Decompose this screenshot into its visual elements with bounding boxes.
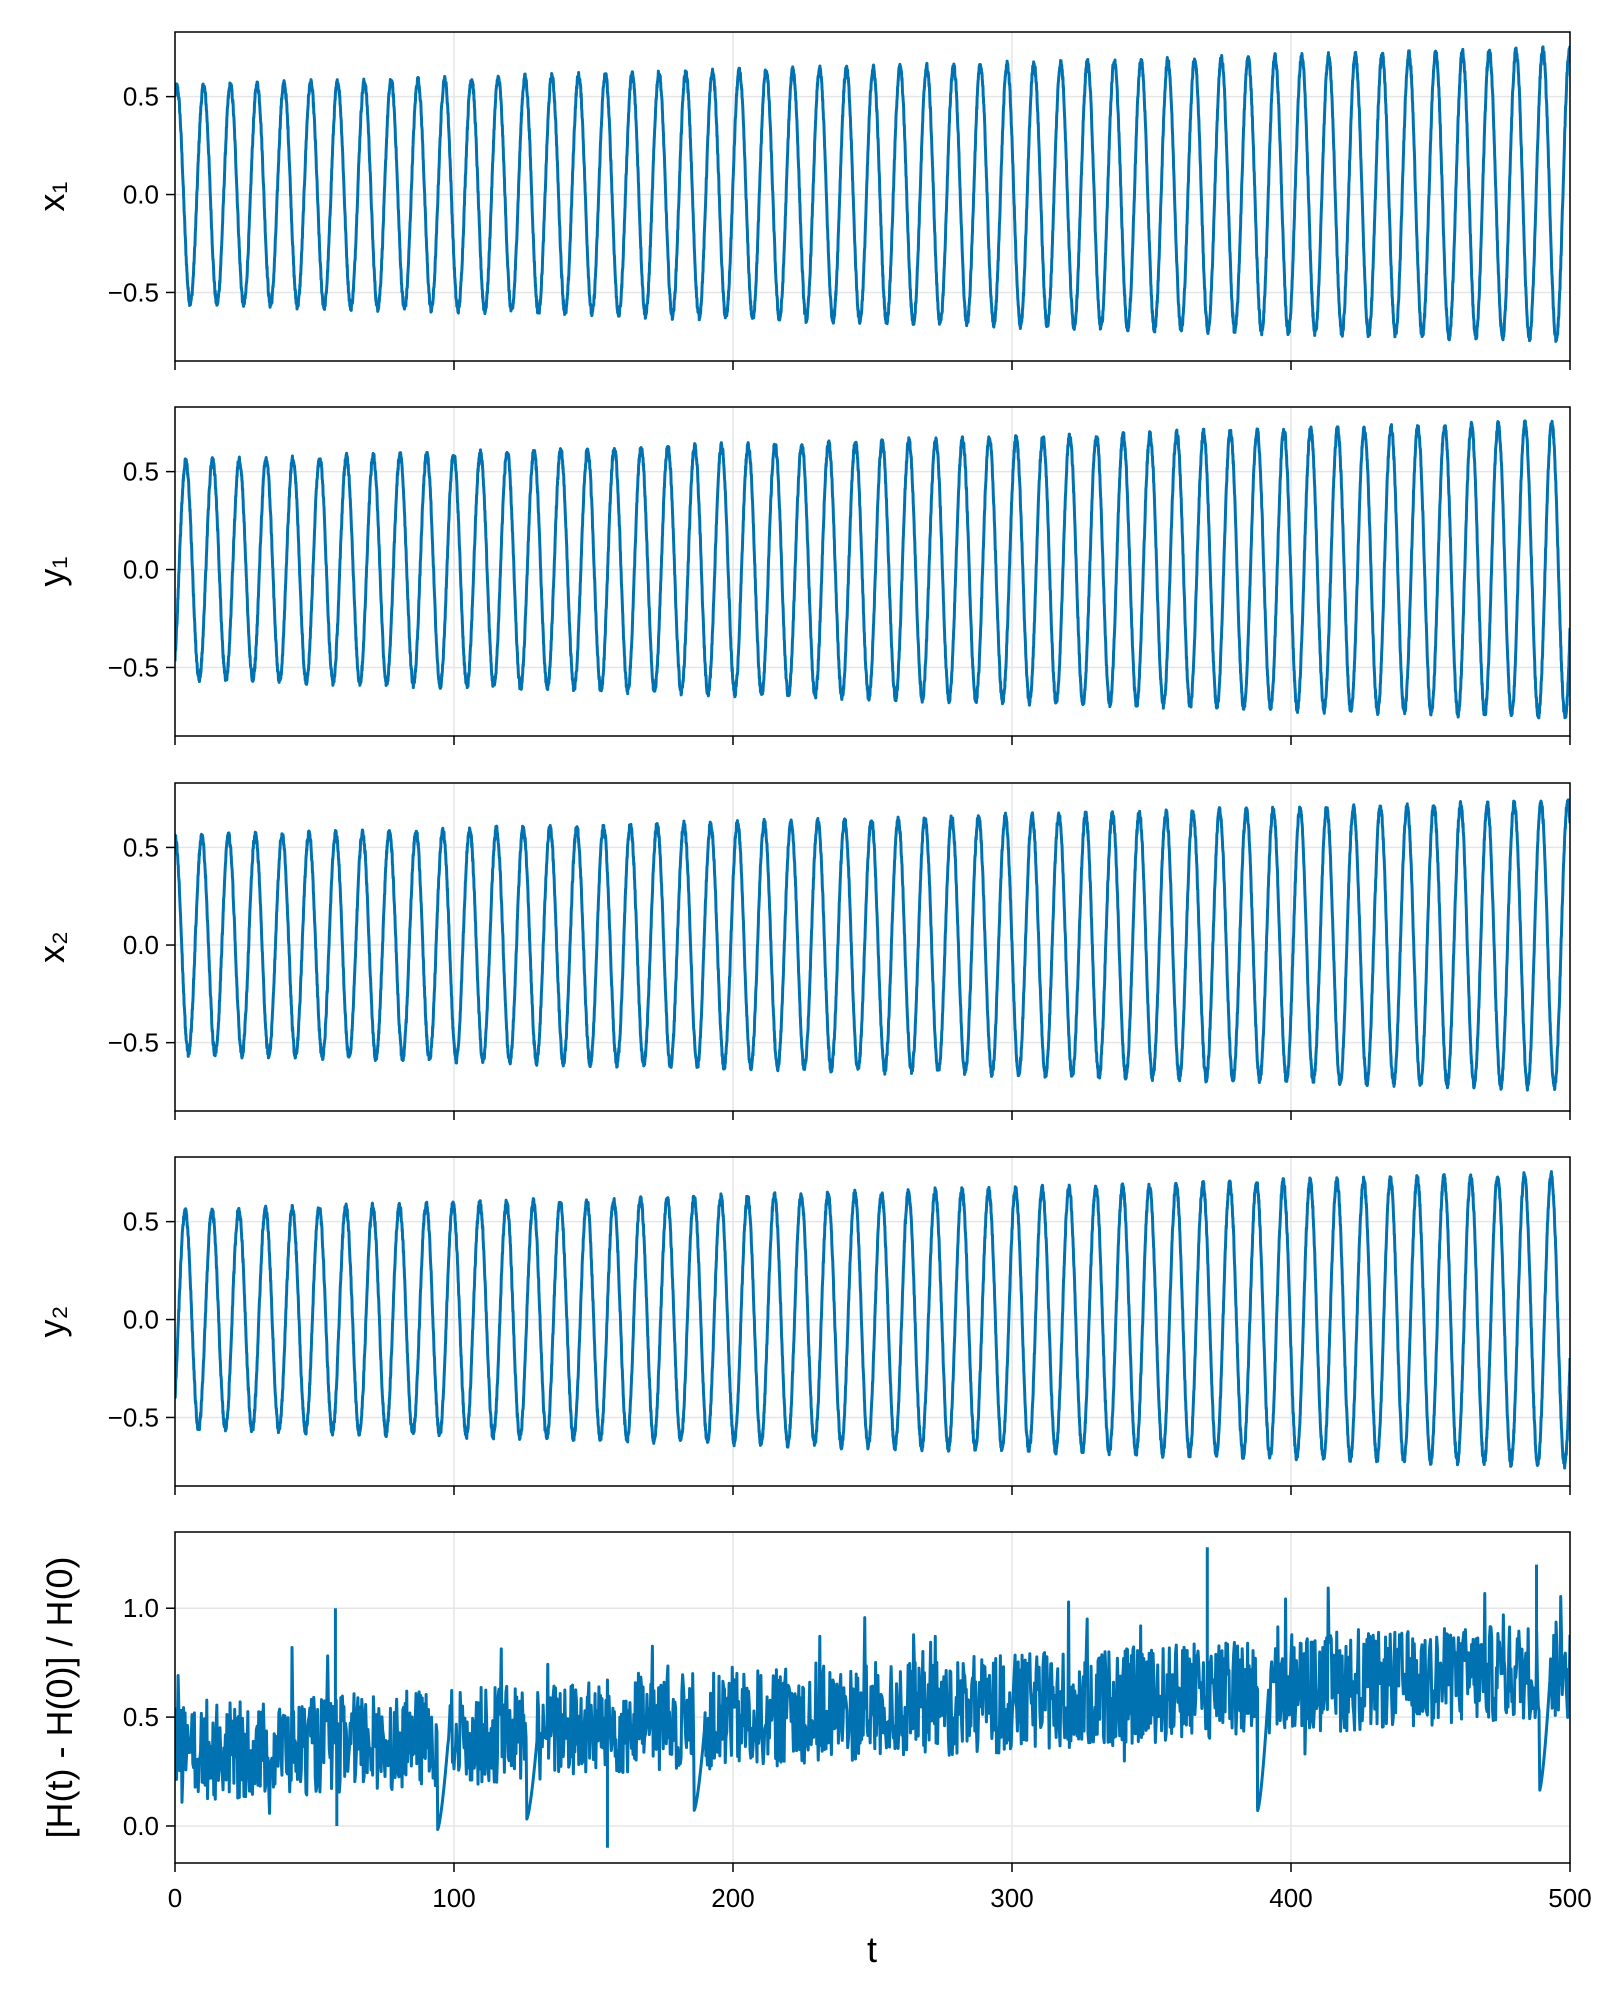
y-tick-label: 0.0 xyxy=(123,555,159,585)
y-tick-label: 0.5 xyxy=(123,1207,159,1237)
y-tick-label: −0.5 xyxy=(108,277,159,307)
y-tick-label: 1.0 xyxy=(123,1593,159,1623)
series-line xyxy=(175,419,1570,720)
y-tick-label: −0.5 xyxy=(108,1402,159,1432)
y-tick-label: 0.5 xyxy=(123,832,159,862)
series-line xyxy=(175,1170,1570,1470)
y-tick-label: −0.5 xyxy=(108,652,159,682)
y-tick-label: −0.5 xyxy=(108,1028,159,1058)
x-axis-label: t xyxy=(867,1929,877,1970)
y-tick-label: 0.0 xyxy=(123,1811,159,1841)
y-tick-label: 0.5 xyxy=(123,457,159,487)
axes-frame xyxy=(174,31,1571,362)
x-tick-label: 500 xyxy=(1548,1883,1591,1913)
axes-frame xyxy=(174,1156,1571,1487)
axes-frame xyxy=(174,782,1571,1112)
y-axis-label: y₂ xyxy=(31,1306,72,1338)
axes-frame xyxy=(174,406,1571,737)
x-tick-label: 200 xyxy=(711,1883,754,1913)
panel-y2: −0.5 0.0 0.5 y₂ xyxy=(31,1156,1571,1495)
x-tick-label: 100 xyxy=(432,1883,475,1913)
y-tick-label: 0.0 xyxy=(123,930,159,960)
x-tick-label: 0 xyxy=(168,1883,182,1913)
y-axis-label: x₂ xyxy=(31,931,72,963)
series-line xyxy=(175,798,1570,1092)
axes-frame xyxy=(174,1531,1571,1864)
panel-x1: −0.5 0.0 0.5 x₁ xyxy=(31,31,1571,370)
y-axis-label: y₁ xyxy=(31,556,72,586)
x-tick-label: 300 xyxy=(990,1883,1033,1913)
panel-y1: −0.5 0.0 0.5 y₁ xyxy=(31,406,1571,745)
y-tick-label: 0.0 xyxy=(123,180,159,210)
y-axis-label: [H(t) - H(0)] / H(0) xyxy=(39,1557,80,1839)
x-tick-label: 400 xyxy=(1269,1883,1312,1913)
y-axis-label: x₁ xyxy=(31,181,72,211)
y-tick-label: 0.5 xyxy=(123,1702,159,1732)
series-line xyxy=(175,1586,1570,1832)
panel-x2: −0.5 0.0 0.5 x₂ xyxy=(31,782,1571,1120)
y-tick-label: 0.0 xyxy=(123,1305,159,1335)
series-line xyxy=(175,45,1570,343)
y-tick-label: 0.5 xyxy=(123,82,159,112)
panel-energy-error: 0 100 200 300 400 500 0.0 0.5 1.0 [H(t) - H(0)] /… xyxy=(39,1531,1592,1913)
